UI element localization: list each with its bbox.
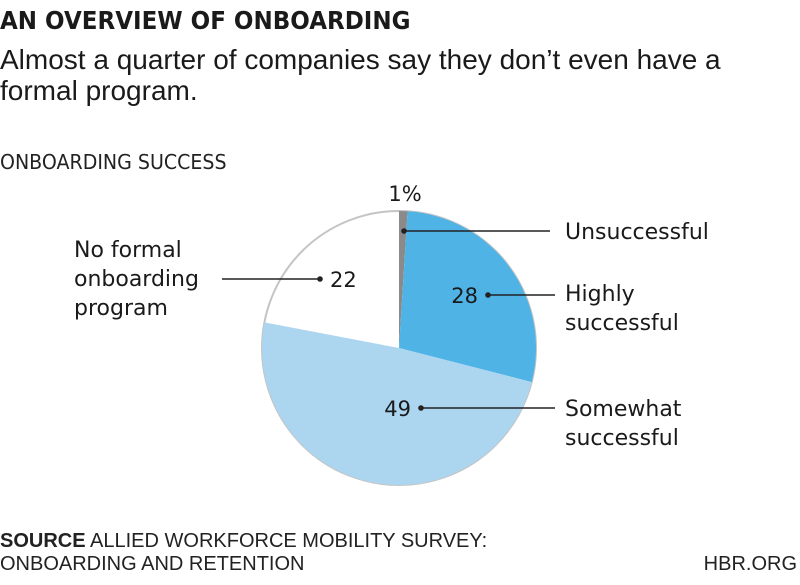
chart-subtitle: Almost a quarter of companies say they d…: [0, 44, 721, 106]
pie-slice-somewhat-successful: [261, 322, 532, 486]
value-label-highly-successful: 28: [451, 284, 478, 308]
value-label-no-formal-onboarding-program: 22: [330, 268, 357, 292]
slice-label-no-formal-onboarding-program-line-1: No formal: [74, 238, 182, 263]
slice-label-highly-successful-line-1: Highly: [565, 282, 635, 307]
chart-title: AN OVERVIEW OF ONBOARDING: [0, 6, 411, 35]
source-text-line2: ONBOARDING AND RETENTION: [0, 553, 305, 575]
pie-slice-highly-successful: [399, 211, 536, 383]
pie-slice-unsuccessful: [399, 211, 408, 348]
value-label-unsuccessful: 1%: [388, 182, 421, 206]
slice-label-highly-successful-line-2: successful: [565, 311, 679, 336]
slice-label-no-formal-onboarding-program-line-3: program: [74, 296, 168, 321]
source-label: SOURCE: [0, 530, 86, 552]
source-text-line1: ALLIED WORKFORCE MOBILITY SURVEY:: [90, 530, 488, 552]
slice-label-unsuccessful-line-1: Unsuccessful: [565, 220, 709, 245]
slice-label-somewhat-successful-line-1: Somewhat: [565, 397, 682, 422]
slice-label-no-formal-onboarding-program-line-2: onboarding: [74, 267, 199, 292]
slice-label-somewhat-successful-line-2: successful: [565, 426, 679, 451]
section-label: ONBOARDING SUCCESS: [0, 150, 227, 174]
source-note: SOURCE ALLIED WORKFORCE MOBILITY SURVEY:…: [0, 530, 487, 576]
value-label-somewhat-successful: 49: [384, 397, 411, 421]
brand-label: HBR.ORG: [703, 553, 797, 575]
